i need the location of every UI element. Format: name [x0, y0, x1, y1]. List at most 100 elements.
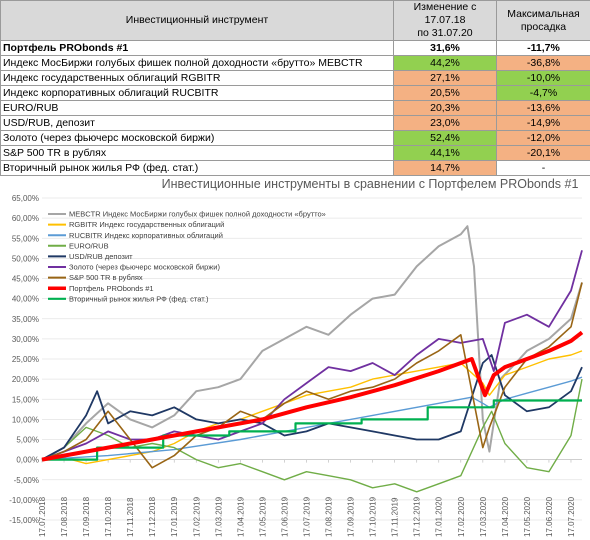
x-tick-label: 17.06.2019	[280, 496, 289, 537]
x-tick-label: 17.04.2020	[501, 496, 510, 537]
legend-label: RUCBITR Индекс корпоративных облигаций	[69, 231, 223, 240]
table-row: EURO/RUB 20,3% -13,6%	[0, 100, 590, 116]
series-lines	[41, 225, 584, 493]
x-tick-label: 17.03.2020	[479, 496, 488, 537]
y-tick-label: -10,00%	[9, 496, 39, 505]
change-value: 44,1%	[393, 145, 497, 161]
change-value: 27,1%	[393, 70, 497, 86]
x-tick-label: 17.01.2020	[435, 496, 444, 537]
y-tick-label: 15,00%	[12, 395, 39, 404]
table-row: S&P 500 TR в рублях 44,1% -20,1%	[0, 145, 590, 161]
drawdown-value: -4,7%	[496, 85, 590, 101]
drawdown-value: -10,0%	[496, 70, 590, 86]
x-tick-label: 17.11.2019	[391, 497, 400, 537]
header-drawdown: Максимальная просадка	[496, 0, 590, 41]
series-line	[42, 399, 582, 461]
drawdown-value: -12,0%	[496, 130, 590, 146]
y-tick-label: 50,00%	[12, 254, 39, 263]
x-tick-label: 17.11.2018	[126, 497, 135, 537]
change-value: 44,2%	[393, 55, 497, 71]
series-line	[41, 225, 583, 461]
x-tick-label: 17.12.2019	[413, 496, 422, 537]
x-tick-label: 17.02.2020	[457, 496, 466, 537]
table-row: Индекс корпоративных облигаций RUCBITR 20…	[0, 85, 590, 101]
x-tick-label: 17.03.2019	[214, 496, 223, 537]
x-tick-label: 17.12.2018	[148, 496, 157, 537]
x-tick-label: 17.07.2020	[567, 496, 576, 537]
y-tick-label: 60,00%	[12, 214, 39, 223]
comparison-table: Инвестиционный инструмент Изменение с 17.…	[0, 0, 590, 176]
legend-item: RGBITR Индекс государственных облигаций	[48, 220, 224, 229]
table-row: USD/RUB, депозит 23,0% -14,9%	[0, 115, 590, 131]
instrument-name: Портфель PRObonds #1	[0, 40, 394, 56]
legend-item: S&P 500 TR в рублях	[48, 273, 143, 282]
legend-item: MEBCTR Индекс МосБиржи голубых фишек пол…	[48, 210, 326, 219]
x-tick-label: 17.08.2019	[325, 496, 334, 537]
y-tick-label: 25,00%	[12, 355, 39, 364]
x-tick-label: 17.05.2020	[523, 496, 532, 537]
drawdown-value: -36,8%	[496, 55, 590, 71]
y-axis: 65,00% 60,00% 55,00% 50,00% 45,00% 40,00% 35,0…	[9, 194, 39, 525]
y-tick-label: 40,00%	[12, 295, 39, 304]
legend-label: Портфель PRObonds #1	[69, 284, 154, 293]
instrument-name: S&P 500 TR в рублях	[0, 145, 394, 161]
instrument-name: Золото (через фьючерс московской биржи)	[0, 130, 394, 146]
table-row: Портфель PRObonds #1 31,6% -11,7%	[0, 40, 590, 56]
x-tick-label: 17.02.2019	[192, 496, 201, 537]
instrument-name: Индекс корпоративных облигаций RUCBITR	[0, 85, 394, 101]
x-tick-label: 17.09.2019	[347, 496, 356, 537]
x-axis: 17.07.2018 17.08.2018 17.09.2018 17.10.2018…	[38, 459, 576, 537]
series-line	[41, 354, 583, 461]
y-tick-label: 0,00%	[16, 456, 39, 465]
drawdown-value: -	[496, 160, 590, 176]
series-line	[41, 282, 583, 469]
drawdown-value: -11,7%	[496, 40, 590, 56]
instrument-name: USD/RUB, депозит	[0, 115, 394, 131]
chart-grid	[42, 197, 582, 521]
legend-label: Золото (через фьючерс московской биржи)	[69, 263, 220, 272]
x-tick-label: 17.07.2019	[302, 496, 311, 537]
legend-item: RUCBITR Индекс корпоративных облигаций	[48, 231, 223, 240]
table-row: Вторичный рынок жилья РФ (фед. стат.) 14,…	[0, 160, 590, 176]
x-tick-label: 17.05.2019	[258, 496, 267, 537]
y-tick-label: 35,00%	[12, 315, 39, 324]
legend: MEBCTR Индекс МосБиржи голубых фишек пол…	[48, 210, 326, 303]
x-tick-label: 17.07.2018	[38, 496, 47, 537]
legend-label: Вторичный рынок жилья РФ (фед. стат.)	[69, 294, 209, 303]
table-row: Золото (через фьючерс московской биржи) 5…	[0, 130, 590, 146]
table-row: Индекс МосБиржи голубых фишек полной дох…	[0, 55, 590, 71]
drawdown-value: -20,1%	[496, 145, 590, 161]
legend-label: S&P 500 TR в рублях	[69, 273, 143, 282]
header-change: Изменение с 17.07.18 по 31.07.20	[393, 0, 497, 41]
table-row: Индекс государственных облигаций RGBITR 2…	[0, 70, 590, 86]
x-tick-label: 17.01.2019	[170, 496, 179, 537]
y-tick-label: -5,00%	[14, 476, 39, 485]
x-tick-label: 17.08.2018	[60, 496, 69, 537]
change-value: 20,3%	[393, 100, 497, 116]
y-tick-label: 10,00%	[12, 415, 39, 424]
x-tick-label: 17.10.2019	[369, 496, 378, 537]
legend-label: MEBCTR Индекс МосБиржи голубых фишек пол…	[69, 210, 326, 219]
instrument-name: Вторичный рынок жилья РФ (фед. стат.)	[0, 160, 394, 176]
chart-title: Инвестиционные инструменты в сравнении с…	[162, 177, 579, 191]
instrument-name: EURO/RUB	[0, 100, 394, 116]
legend-label: EURO/RUB	[69, 241, 109, 250]
legend-label: RGBITR Индекс государственных облигаций	[69, 220, 224, 229]
legend-item: USD/RUB депозит	[48, 252, 133, 261]
y-tick-label: 30,00%	[12, 335, 39, 344]
series-line	[41, 250, 583, 461]
header-instrument: Инвестиционный инструмент	[0, 0, 394, 41]
x-tick-label: 17.06.2020	[545, 496, 554, 537]
change-value: 14,7%	[393, 160, 497, 176]
y-tick-label: -15,00%	[9, 516, 39, 525]
x-tick-label: 17.10.2018	[104, 496, 113, 537]
line-chart: Инвестиционные инструменты в сравнении с…	[9, 177, 584, 537]
series-line	[41, 378, 583, 493]
change-value: 23,0%	[393, 115, 497, 131]
drawdown-value: -14,9%	[496, 115, 590, 131]
legend-label: USD/RUB депозит	[69, 252, 133, 261]
instrument-name: Индекс МосБиржи голубых фишек полной дох…	[0, 55, 394, 71]
x-tick-label: 17.09.2018	[82, 496, 91, 537]
legend-item: Портфель PRObonds #1	[48, 284, 154, 293]
legend-item: Вторичный рынок жилья РФ (фед. стат.)	[48, 294, 209, 303]
